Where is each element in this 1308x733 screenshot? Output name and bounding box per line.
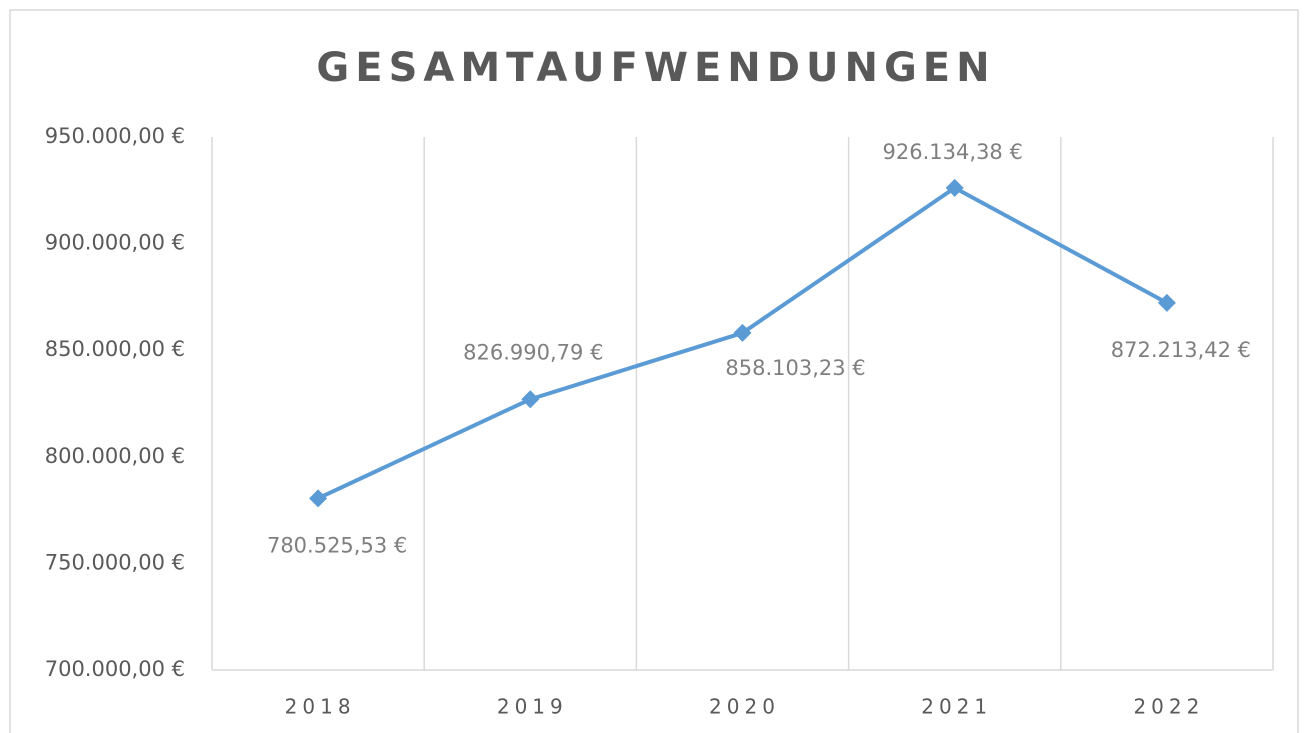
data-label: 858.103,23 €	[725, 356, 865, 380]
marker	[1157, 293, 1176, 312]
y-tick-label: 900.000,00 €	[45, 231, 185, 255]
marker	[309, 489, 328, 508]
marker	[521, 390, 540, 409]
x-tick-label: 2021	[921, 695, 992, 719]
marker	[733, 323, 752, 342]
data-label: 826.990,79 €	[463, 340, 603, 364]
data-label: 926.134,38 €	[883, 140, 1023, 164]
x-tick-label: 2022	[1133, 695, 1204, 719]
y-tick-label: 800.000,00 €	[45, 444, 185, 468]
y-tick-label: 950.000,00 €	[45, 124, 185, 148]
chart-frame	[9, 9, 1299, 733]
y-tick-label: 700.000,00 €	[45, 657, 185, 681]
x-tick-label: 2019	[497, 695, 568, 719]
y-tick-label: 750.000,00 €	[45, 550, 185, 574]
marker	[945, 178, 964, 197]
y-tick-label: 850.000,00 €	[45, 337, 185, 361]
data-label: 780.525,53 €	[267, 533, 407, 557]
x-tick-label: 2018	[285, 695, 356, 719]
data-label: 872.213,42 €	[1111, 338, 1251, 362]
chart-title: GESAMTAUFWENDUNGEN	[316, 45, 995, 91]
x-tick-label: 2020	[709, 695, 780, 719]
